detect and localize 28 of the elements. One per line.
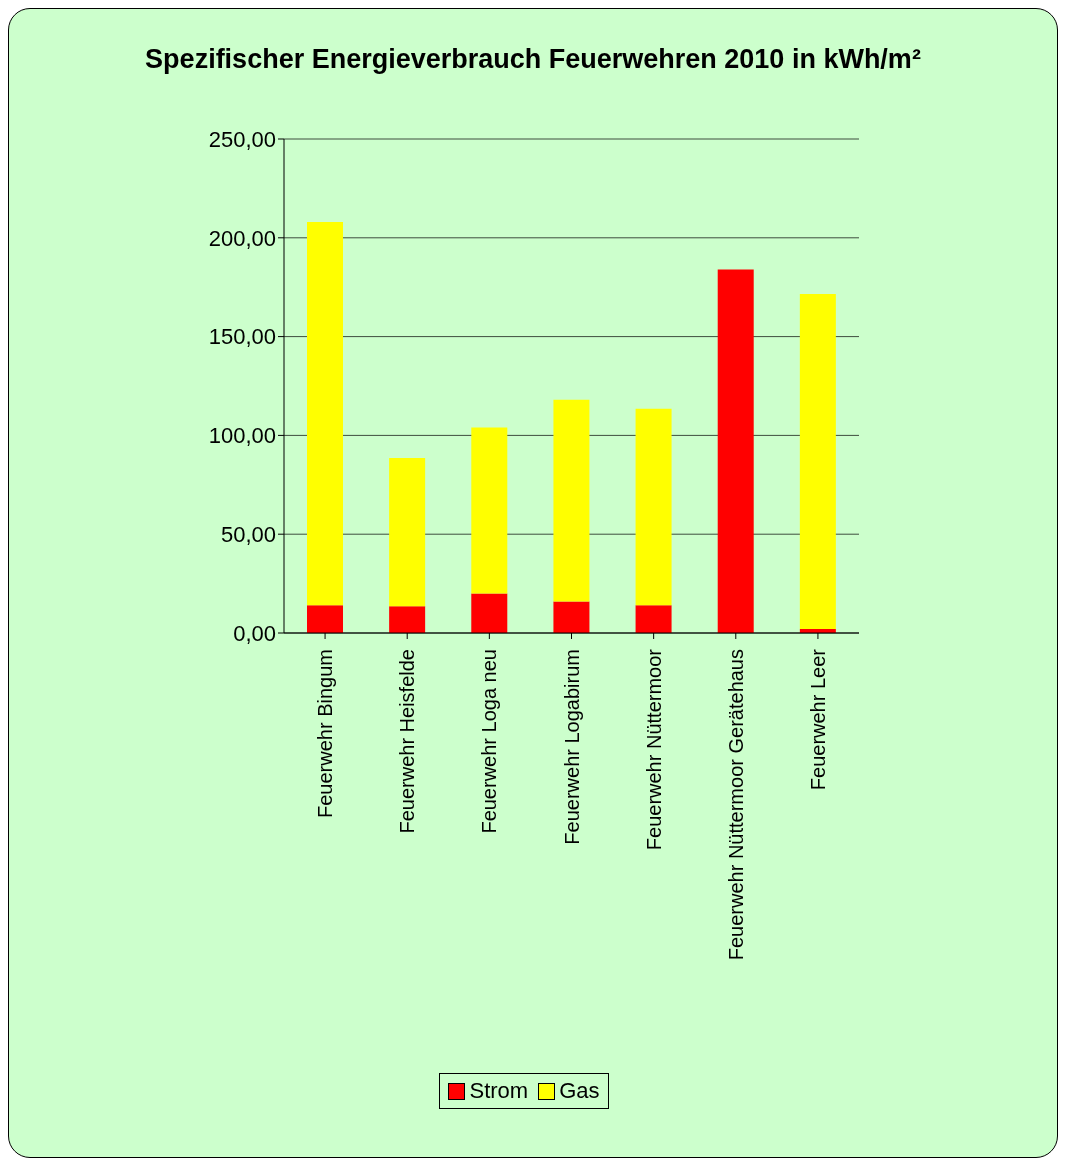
bar [307,221,343,606]
y-tick-label: 250,00 [208,126,276,152]
x-tick-label: Feuerwehr Bingum [314,649,337,818]
y-tick-label: 100,00 [208,423,276,449]
bar [389,458,426,607]
y-tick-label: 150,00 [208,324,276,350]
chart-title: Spezifischer Energieverbrauch Feuerwehren 2010 in kWh/m² [144,43,922,76]
bar [635,605,672,633]
x-tick-label: Feuerwehr Heisfelde [396,649,419,834]
bar [553,601,590,633]
bar [717,269,754,633]
bar [635,408,672,606]
x-tick-label: Feuerwehr Nüttermoor [642,648,665,851]
x-tick-label: Feuerwehr Nüttermoor Gerätehaus [724,649,747,961]
y-tick-label: 50,00 [220,522,276,548]
y-tick-label: 0,00 [233,620,276,646]
bar [307,605,343,633]
bar [471,427,508,594]
legend-label: Gas [558,1078,600,1104]
y-tick-label: 200,00 [208,225,276,251]
x-tick-label: Feuerwehr Leer [806,648,829,791]
bar [389,606,426,633]
x-tick-label: Feuerwehr Loga neu [478,649,501,834]
bar [553,399,590,602]
legend-label: Strom [468,1078,529,1104]
x-tick-label: Feuerwehr Logabirum [560,649,583,845]
bar [799,294,836,630]
bar [471,593,508,633]
